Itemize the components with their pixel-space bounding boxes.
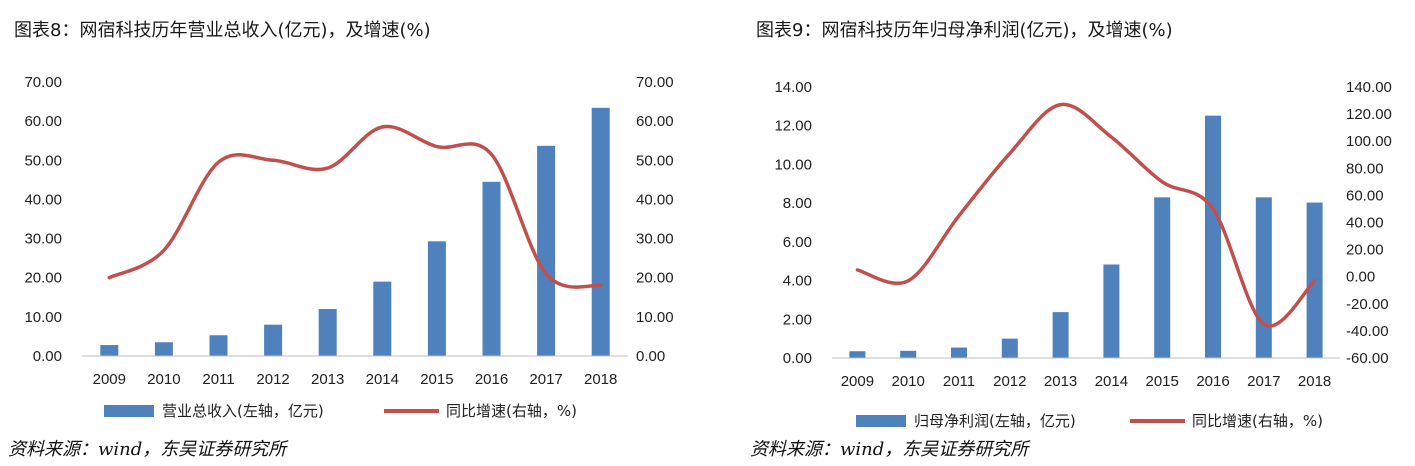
x-tick-label: 2009 bbox=[841, 373, 874, 390]
y-right-tick-label: 100.00 bbox=[1346, 133, 1392, 150]
bar bbox=[1001, 338, 1018, 358]
y-left-tick-label: 6.00 bbox=[783, 234, 812, 251]
bar bbox=[537, 145, 556, 356]
chart-source: 资料来源：wind，东吴证券研究所 bbox=[750, 439, 1029, 460]
x-tick-label: 2013 bbox=[1044, 373, 1077, 390]
y-left-tick-label: 30.00 bbox=[24, 231, 62, 248]
y-right-tick-label: 60.00 bbox=[1346, 187, 1384, 204]
y-right-tick-label: -40.00 bbox=[1346, 323, 1389, 340]
bar bbox=[100, 345, 119, 356]
y-right-tick-label: 80.00 bbox=[1346, 160, 1384, 177]
y-left-tick-label: 0.00 bbox=[783, 350, 812, 367]
y-left-tick-label: 14.00 bbox=[774, 79, 812, 96]
bar bbox=[1052, 312, 1069, 358]
x-tick-label: 2015 bbox=[1146, 373, 1179, 390]
x-tick-label: 2014 bbox=[1095, 373, 1128, 390]
y-left-tick-label: 8.00 bbox=[783, 195, 812, 212]
x-tick-label: 2014 bbox=[366, 371, 399, 388]
bar bbox=[318, 309, 337, 356]
growth-line bbox=[855, 102, 1317, 328]
growth-line bbox=[107, 124, 603, 289]
x-tick-label: 2012 bbox=[993, 373, 1026, 390]
chart-figure-revenue: 图表8：网宿科技历年营业总收入(亿元)，及增速(%) 70.00 60.00 50.… bbox=[0, 0, 700, 466]
legend-label-line: 同比增速(右轴，%) bbox=[1192, 412, 1323, 430]
y-left-tick-label: 40.00 bbox=[24, 191, 62, 208]
chart-title: 图表9：网宿科技历年归母净利润(亿元)，及增速(%) bbox=[756, 20, 1173, 41]
y-left-tick-label: 70.00 bbox=[24, 74, 62, 91]
y-right-tick-label: 70.00 bbox=[636, 74, 674, 91]
x-tick-label: 2015 bbox=[420, 371, 453, 388]
y-left-tick-label: 0.00 bbox=[33, 348, 62, 365]
y-right-tick-label: 140.00 bbox=[1346, 79, 1392, 96]
y-left-tick-label: 10.00 bbox=[774, 156, 812, 173]
y-left-tick-label: 12.00 bbox=[774, 118, 812, 135]
bar bbox=[849, 351, 866, 358]
bar bbox=[1255, 197, 1272, 358]
bar bbox=[264, 324, 283, 356]
x-tick-label: 2010 bbox=[892, 373, 925, 390]
legend-swatch-bar bbox=[104, 405, 154, 417]
x-tick-label: 2018 bbox=[584, 371, 617, 388]
y-right-tick-label: 20.00 bbox=[636, 270, 674, 287]
bar bbox=[900, 350, 917, 358]
y-right-tick-label: 40.00 bbox=[1346, 215, 1384, 232]
bar bbox=[591, 107, 610, 356]
x-tick-label: 2016 bbox=[475, 371, 508, 388]
bar bbox=[1205, 115, 1221, 358]
y-right-tick-label: 60.00 bbox=[636, 113, 674, 130]
y-right-tick-label: -20.00 bbox=[1346, 296, 1389, 313]
x-tick-label: 2012 bbox=[256, 371, 289, 388]
y-right-tick-label: 20.00 bbox=[1346, 242, 1384, 259]
y-right-tick-label: 10.00 bbox=[636, 309, 674, 326]
chart-title: 图表8：网宿科技历年营业总收入(亿元)，及增速(%) bbox=[14, 20, 431, 41]
bar bbox=[951, 347, 967, 358]
y-right-tick-label: 0.00 bbox=[1346, 269, 1375, 286]
legend-label-bar: 营业总收入(左轴，亿元) bbox=[162, 402, 324, 420]
y-right-tick-label: 30.00 bbox=[636, 231, 674, 248]
y-left-tick-label: 4.00 bbox=[783, 273, 812, 290]
y-right-tick-label: 0.00 bbox=[636, 348, 665, 365]
legend-swatch-bar bbox=[856, 415, 906, 427]
x-tick-label: 2009 bbox=[93, 371, 126, 388]
bar bbox=[154, 342, 173, 356]
bar bbox=[482, 181, 501, 356]
y-right-tick-label: 40.00 bbox=[636, 191, 674, 208]
x-tick-label: 2013 bbox=[311, 371, 344, 388]
y-left-tick-label: 60.00 bbox=[24, 113, 62, 130]
bar bbox=[1154, 197, 1171, 358]
chart-source: 资料来源：wind，东吴证券研究所 bbox=[8, 439, 287, 460]
y-right-tick-label: 120.00 bbox=[1346, 106, 1392, 123]
chart-figure-net-profit: 图表9：网宿科技历年归母净利润(亿元)，及增速(%) 14.00 12.00 10.… bbox=[742, 0, 1415, 466]
y-right-tick-label: 50.00 bbox=[636, 152, 674, 169]
x-tick-label: 2016 bbox=[1196, 373, 1229, 390]
x-tick-label: 2010 bbox=[147, 371, 180, 388]
bar bbox=[427, 241, 446, 356]
net-profit-chart: 14.00 12.00 10.00 8.00 6.00 4.00 2.00 0.00 140.0… bbox=[774, 79, 1392, 430]
legend-label-bar: 归母净利润(左轴，亿元) bbox=[914, 412, 1076, 430]
x-tick-label: 2011 bbox=[943, 373, 975, 390]
revenue-chart: 70.00 60.00 50.00 40.00 30.00 20.00 10.00 0.00 7… bbox=[24, 74, 674, 420]
bar bbox=[1103, 264, 1120, 358]
y-left-tick-label: 10.00 bbox=[24, 309, 62, 326]
x-tick-label: 2017 bbox=[1247, 373, 1280, 390]
y-left-tick-label: 50.00 bbox=[24, 152, 62, 169]
legend-label-line: 同比增速(右轴，%) bbox=[446, 402, 577, 420]
y-left-tick-label: 20.00 bbox=[24, 270, 62, 287]
x-tick-label: 2018 bbox=[1298, 373, 1331, 390]
y-left-tick-label: 2.00 bbox=[783, 311, 812, 328]
bar bbox=[209, 335, 228, 356]
x-tick-label: 2017 bbox=[529, 371, 562, 388]
x-tick-label: 2011 bbox=[202, 371, 234, 388]
bar bbox=[373, 281, 392, 356]
y-right-tick-label: -60.00 bbox=[1346, 350, 1389, 367]
